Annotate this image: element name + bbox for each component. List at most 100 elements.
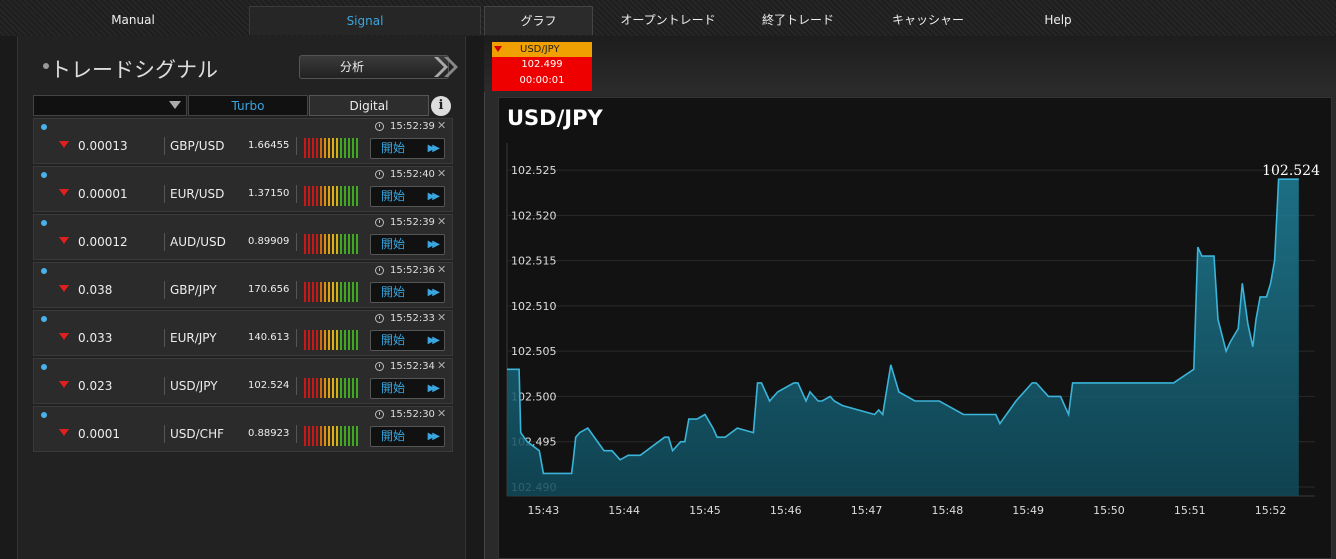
nav-cashier[interactable]: キャッシャー xyxy=(891,13,964,27)
clock-icon xyxy=(375,410,384,419)
signal-pair: GBP/USD xyxy=(170,139,225,153)
close-icon[interactable]: ✕ xyxy=(437,215,447,228)
close-icon[interactable]: ✕ xyxy=(437,359,447,372)
divider xyxy=(296,137,297,155)
nav-open-trades[interactable]: オープントレード xyxy=(620,13,716,27)
signal-change: 0.038 xyxy=(78,283,113,297)
meter-bar xyxy=(356,426,358,446)
x-tick-label: 15:47 xyxy=(851,504,883,517)
signal-row[interactable]: 15:52:40 ✕ 0.00001 EUR/USD 1.37150 開始 ▶▶ xyxy=(33,166,453,212)
divider xyxy=(296,425,297,443)
fast-forward-icon: ▶▶ xyxy=(427,239,441,250)
meter-bar xyxy=(304,426,306,446)
signal-pair: USD/JPY xyxy=(170,379,218,393)
analyze-button[interactable]: 分析 xyxy=(299,55,449,79)
meter-bar xyxy=(356,330,358,350)
meter-bar xyxy=(316,234,318,254)
meter-bar xyxy=(332,282,334,302)
x-tick-label: 15:46 xyxy=(770,504,802,517)
meter-bar xyxy=(312,330,314,350)
down-arrow-icon xyxy=(494,46,502,52)
meter-bar xyxy=(320,282,322,302)
meter-bar xyxy=(348,426,350,446)
meter-bar xyxy=(336,330,338,350)
nav-graph[interactable]: グラフ xyxy=(484,6,593,35)
status-dot-icon xyxy=(41,364,47,370)
signal-row[interactable]: 15:52:30 ✕ 0.0001 USD/CHF 0.88923 開始 ▶▶ xyxy=(33,406,453,452)
signal-pair: USD/CHF xyxy=(170,427,224,441)
start-button[interactable]: 開始 ▶▶ xyxy=(370,282,445,303)
meter-bar xyxy=(308,138,310,158)
signal-strength-meter xyxy=(304,234,358,254)
signal-row[interactable]: 15:52:39 ✕ 0.00013 GBP/USD 1.66455 開始 ▶▶ xyxy=(33,118,453,164)
divider xyxy=(296,233,297,251)
meter-bar xyxy=(324,330,326,350)
bullet-icon xyxy=(43,63,49,69)
x-tick-label: 15:51 xyxy=(1174,504,1206,517)
meter-bar xyxy=(304,282,306,302)
filter-row: Turbo Digital i xyxy=(33,95,453,117)
chart-tab-pair: USD/JPY xyxy=(492,42,592,57)
signal-price: 0.89909 xyxy=(248,236,290,247)
meter-bar xyxy=(340,234,342,254)
asset-filter-select[interactable] xyxy=(33,95,187,116)
divider xyxy=(164,329,165,347)
meter-bar xyxy=(312,138,314,158)
meter-bar xyxy=(312,426,314,446)
signal-change: 0.00012 xyxy=(78,235,128,249)
close-icon[interactable]: ✕ xyxy=(437,119,447,132)
meter-bar xyxy=(328,138,330,158)
meter-bar xyxy=(348,234,350,254)
signal-price: 1.66455 xyxy=(248,140,290,151)
current-price-label: 102.524 xyxy=(1262,163,1320,179)
status-dot-icon xyxy=(41,172,47,178)
meter-bar xyxy=(308,330,310,350)
close-icon[interactable]: ✕ xyxy=(437,167,447,180)
x-tick-label: 15:48 xyxy=(932,504,964,517)
info-icon[interactable]: i xyxy=(431,96,451,116)
meter-bar xyxy=(320,138,322,158)
chart-title: USD/JPY xyxy=(507,106,603,130)
x-tick-label: 15:50 xyxy=(1093,504,1125,517)
close-icon[interactable]: ✕ xyxy=(437,263,447,276)
signal-row[interactable]: 15:52:36 ✕ 0.038 GBP/JPY 170.656 開始 ▶▶ xyxy=(33,262,453,308)
signal-change: 0.0001 xyxy=(78,427,120,441)
signal-row[interactable]: 15:52:33 ✕ 0.033 EUR/JPY 140.613 開始 ▶▶ xyxy=(33,310,453,356)
tab-turbo[interactable]: Turbo xyxy=(188,95,308,116)
meter-bar xyxy=(304,138,306,158)
close-icon[interactable]: ✕ xyxy=(437,311,447,324)
meter-bar xyxy=(336,282,338,302)
start-button[interactable]: 開始 ▶▶ xyxy=(370,378,445,399)
signal-row[interactable]: 15:52:39 ✕ 0.00012 AUD/USD 0.89909 開始 ▶▶ xyxy=(33,214,453,260)
divider xyxy=(164,137,165,155)
meter-bar xyxy=(316,138,318,158)
signal-time: 15:52:30 xyxy=(390,409,435,420)
divider xyxy=(164,233,165,251)
nav-signal[interactable]: Signal xyxy=(249,6,481,35)
meter-bar xyxy=(332,234,334,254)
meter-bar xyxy=(308,186,310,206)
meter-bar xyxy=(308,378,310,398)
meter-bar xyxy=(304,330,306,350)
start-button[interactable]: 開始 ▶▶ xyxy=(370,426,445,447)
close-icon[interactable]: ✕ xyxy=(437,407,447,420)
status-dot-icon xyxy=(41,412,47,418)
start-button[interactable]: 開始 ▶▶ xyxy=(370,186,445,207)
signal-row[interactable]: 15:52:34 ✕ 0.023 USD/JPY 102.524 開始 ▶▶ xyxy=(33,358,453,404)
meter-bar xyxy=(324,234,326,254)
meter-bar xyxy=(352,378,354,398)
nav-help[interactable]: Help xyxy=(1044,13,1072,27)
nav-closed-trades[interactable]: 終了トレード xyxy=(761,13,834,27)
start-button[interactable]: 開始 ▶▶ xyxy=(370,138,445,159)
meter-bar xyxy=(340,426,342,446)
start-button[interactable]: 開始 ▶▶ xyxy=(370,330,445,351)
dropdown-arrow-icon[interactable] xyxy=(169,101,181,110)
tab-digital[interactable]: Digital xyxy=(309,95,429,116)
meter-bar xyxy=(324,282,326,302)
chart-tab-usdjpy[interactable]: USD/JPY 102.499 00:00:01 xyxy=(492,42,592,91)
meter-bar xyxy=(344,234,346,254)
status-dot-icon xyxy=(41,220,47,226)
start-button[interactable]: 開始 ▶▶ xyxy=(370,234,445,255)
clock-icon xyxy=(375,122,384,131)
nav-manual[interactable]: Manual xyxy=(111,13,155,27)
